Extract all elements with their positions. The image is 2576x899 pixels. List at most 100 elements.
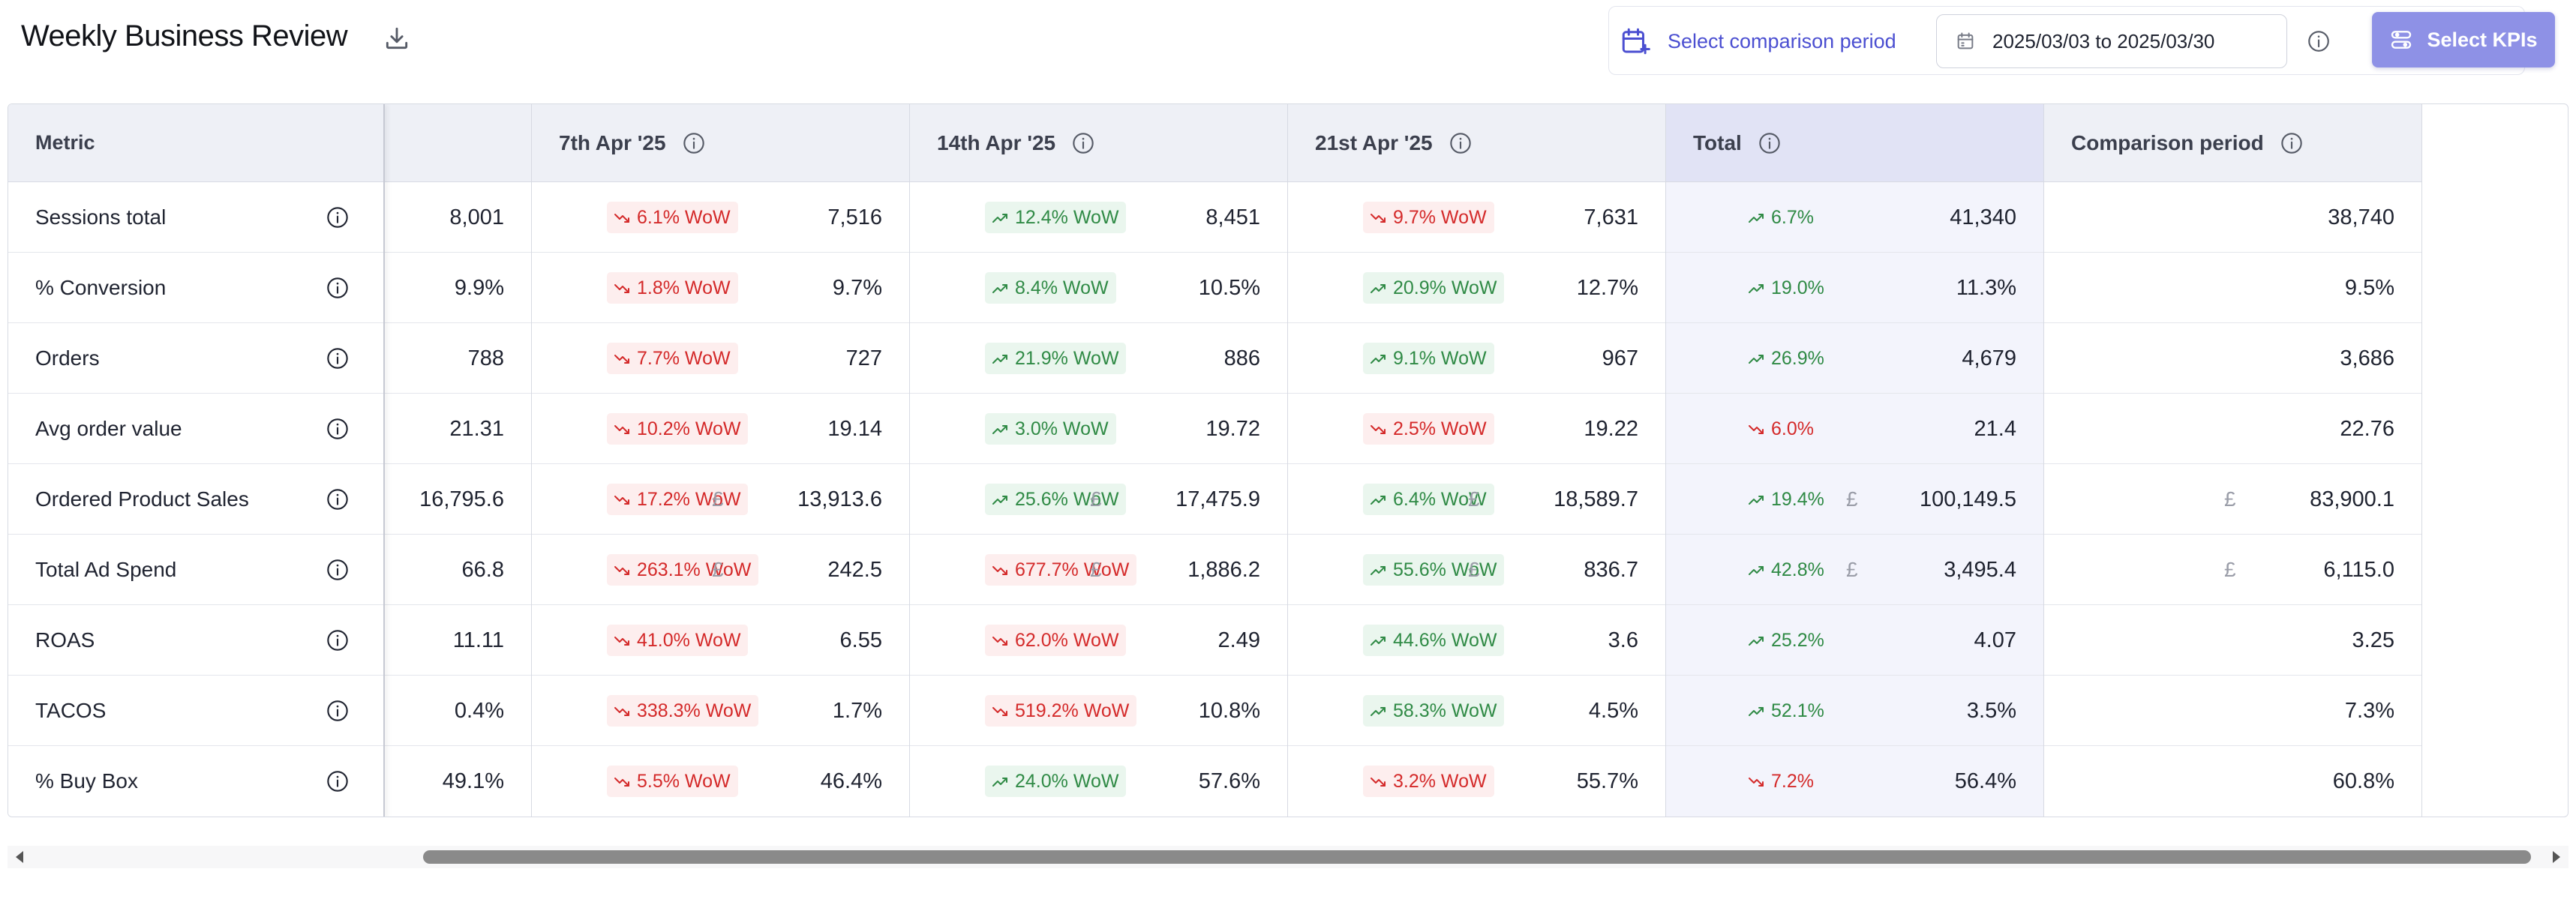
table-cell: 21.9% WoW 886 [910,323,1287,394]
table-cell: 263.1% WoW £242.5 [532,535,909,605]
metric-info-icon[interactable] [325,346,350,371]
wow-change-badge: 8.4% WoW [985,272,1116,304]
wow-change-badge: 44.6% WoW [1363,625,1505,656]
table-cell: 3,686 [2044,323,2421,394]
metric-info-icon[interactable] [325,557,350,583]
metric-column-header: Metric [8,104,383,182]
column-info-icon[interactable] [1448,130,1473,156]
metric-info-icon[interactable] [325,487,350,512]
metric-value: 22.76 [2340,416,2394,441]
trend-down-icon [614,206,631,229]
table-cell: 20.9% WoW 12.7% [1288,253,1665,323]
metric-value: 3,495.4 [1944,557,2016,582]
table-cell: 25.2% 4.07 [1666,605,2043,676]
table-cell: 22.6% WoW11.11 [385,605,531,676]
table-cell: £6,115.0 [2044,535,2421,605]
metric-info-icon[interactable] [325,416,350,442]
table-cell: 22.76 [2044,394,2421,464]
metric-value: 3.5% [1966,698,2016,723]
trend-up-icon [1749,629,1765,652]
wow-change-value: 6.4% WoW [1393,488,1487,510]
scroll-right-arrow[interactable] [2549,849,2564,865]
table-cell: 49.7% WoW£16,795.6 [385,464,531,535]
download-icon [386,27,408,49]
trend-down-icon [614,418,631,441]
download-button[interactable] [380,21,414,55]
metric-info-icon[interactable] [325,628,350,653]
column-header: 14th Apr '25 [910,104,1287,182]
metric-label: Orders [35,346,100,370]
horizontal-scrollbar[interactable] [8,846,2568,868]
trend-down-icon [614,770,631,793]
currency-symbol: £ [1846,487,1858,511]
wow-change-badge: 2.5% WoW [1363,413,1494,445]
column-info-icon[interactable] [681,130,707,156]
table-cell: 16.3% WoW21.31 [385,394,531,464]
metric-info-icon[interactable] [325,769,350,794]
metric-info-icon[interactable] [325,698,350,724]
wow-change-value: 26.9% [1771,347,1824,369]
trend-down-icon [1371,418,1387,441]
currency-symbol: £ [1468,558,1480,581]
trend-up-icon [1749,700,1765,723]
metric-value: 18,589.7 [1554,487,1638,511]
table-cell: 19.0% 11.3% [1666,253,2043,323]
metric-value: 836.7 [1584,557,1638,582]
metric-info-icon[interactable] [325,205,350,230]
wow-change-value: 58.3% WoW [1393,700,1497,721]
wow-change-badge: 10.2% WoW [607,413,749,445]
column-info-icon[interactable] [1757,130,1782,156]
wow-change-badge: 25.6% WoW [985,484,1127,515]
table-cell: 7.7% WoW 727 [532,323,909,394]
select-kpis-button[interactable]: Select KPIs [2372,12,2555,67]
wow-change-badge: 6.1% WoW [607,202,738,233]
metric-value: 60.8% [2332,769,2394,793]
wow-change-badge: 20.9% WoW [1363,272,1505,304]
metric-value: 4.5% [1588,698,1638,723]
table-column: 7th Apr '25 6.1% WoW 7,516 1.8% WoW 9.7% 7.7%… [532,104,910,817]
wow-change-value: 6.1% WoW [637,206,731,228]
wow-change-badge: 12.4% WoW [985,202,1127,233]
metric-value: 13,913.6 [797,487,882,511]
column-info-icon[interactable] [1070,130,1096,156]
table-cell: 32.8% WoW49.1% [385,746,531,817]
metric-value: 3,686 [2340,346,2394,370]
metric-value: 10.8% [1198,698,1260,723]
wow-change-badge: 519.2% WoW [985,695,1137,727]
metric-label: Ordered Product Sales [35,487,249,511]
wow-change-badge: 6.7% [1741,202,1821,233]
metric-value: 2.49 [1217,628,1260,652]
wow-change-value: 44.6% WoW [1393,629,1497,651]
trend-down-icon [992,629,1009,652]
select-comparison-period-button[interactable]: Select comparison period [1620,20,1896,62]
wow-change-value: 20.9% WoW [1393,277,1497,298]
scrollbar-thumb[interactable] [423,850,2531,864]
column-info-icon[interactable] [2279,130,2304,156]
wow-change-value: 17.2% WoW [637,488,741,510]
metric-info-icon[interactable] [325,275,350,301]
wow-change-badge: 9.7% WoW [1363,202,1494,233]
metric-row: Orders [8,323,383,394]
currency-symbol: £ [1090,487,1102,511]
trend-down-icon [614,559,631,582]
scroll-left-arrow[interactable] [12,849,27,865]
date-range-input[interactable]: 2025/03/03 to 2025/03/30 [1936,14,2287,68]
wow-change-value: 9.1% WoW [1393,347,1487,369]
wow-change-value: 3.0% WoW [1015,418,1109,439]
table-cell: 6.1% WoW 7,516 [532,182,909,253]
wow-change-badge: 21.9% WoW [985,343,1127,374]
metric-value: 56.4% [1954,769,2016,793]
table-cell: 17.2% WoW £13,913.6 [532,464,909,535]
wow-change-badge: 52.1% [1741,695,1832,727]
table-cell: 24.0% WoW 57.6% [910,746,1287,817]
trend-down-icon [1749,418,1765,441]
column-header-label: Comparison period [2071,130,2264,154]
column-header: 21st Apr '25 [1288,104,1665,182]
date-range-info-icon[interactable] [2305,28,2332,55]
metric-value: 9.9% [454,275,504,300]
trend-up-icon [1371,559,1387,582]
calendar-plus-icon [1622,28,1650,55]
